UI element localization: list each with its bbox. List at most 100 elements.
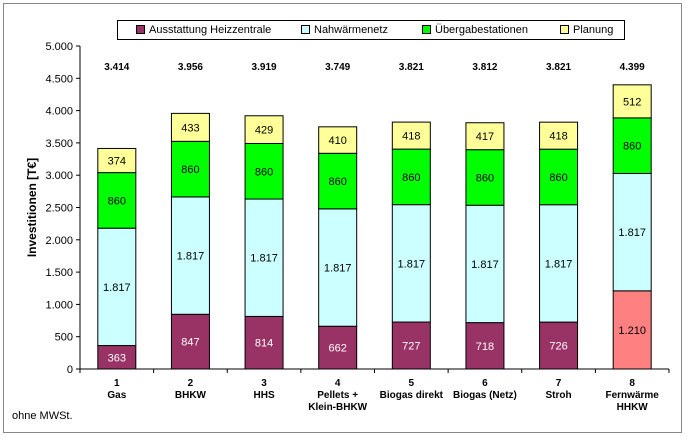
bar-segment bbox=[465, 122, 505, 151]
legend-item-uebergabestationen: Übergabestationen bbox=[422, 24, 528, 36]
legend-item-nahwaermenetz: Nahwärmenetz bbox=[301, 24, 388, 36]
data-label: 860 bbox=[549, 172, 567, 184]
y-tick-label: 0 bbox=[67, 364, 73, 376]
bar-segment bbox=[318, 126, 358, 154]
bar-segment bbox=[391, 121, 431, 150]
bar-segment bbox=[244, 198, 284, 317]
data-label: 1.817 bbox=[398, 258, 426, 270]
data-label: 1.817 bbox=[103, 282, 131, 294]
x-tick-label: Biogas (Netz) bbox=[453, 390, 517, 401]
x-tick-label: 5 bbox=[409, 378, 415, 389]
legend-label: Ausstattung Heizzentrale bbox=[149, 24, 272, 36]
bar-segment bbox=[318, 208, 358, 327]
legend-swatch bbox=[301, 24, 310, 34]
data-label: 1.817 bbox=[545, 258, 573, 270]
data-label: 860 bbox=[623, 141, 641, 153]
x-tick-label: 7 bbox=[556, 378, 562, 389]
x-tick-label: Stroh bbox=[546, 390, 572, 401]
data-label: 1.210 bbox=[618, 325, 646, 337]
bar-segment bbox=[318, 152, 358, 210]
bar-segment bbox=[465, 204, 505, 324]
total-label: 3.749 bbox=[325, 62, 350, 73]
data-label: 860 bbox=[255, 166, 273, 178]
y-tick-label: 1.000 bbox=[45, 299, 73, 311]
bar-segment bbox=[244, 115, 284, 144]
bar-segment bbox=[539, 148, 579, 206]
y-tick-label: 1.500 bbox=[45, 267, 73, 279]
bar-segment bbox=[170, 313, 210, 370]
bar-segment bbox=[539, 204, 579, 323]
bar-segment bbox=[391, 204, 431, 323]
bar-segment bbox=[391, 148, 431, 206]
y-tick-label: 2.000 bbox=[45, 235, 73, 247]
x-tick-label: HHS bbox=[254, 390, 275, 401]
data-label: 1.817 bbox=[250, 253, 278, 265]
y-tick-label: 3.500 bbox=[45, 138, 73, 150]
bar-segment bbox=[244, 142, 284, 200]
data-label: 1.817 bbox=[324, 263, 352, 275]
y-tick-label: 2.500 bbox=[45, 203, 73, 215]
bar-segment bbox=[170, 112, 210, 142]
data-label: 433 bbox=[181, 122, 199, 134]
total-label: 3.956 bbox=[178, 62, 203, 73]
data-label: 860 bbox=[181, 164, 199, 176]
x-tick-label: Fernwärme bbox=[606, 390, 660, 401]
data-label: 860 bbox=[476, 172, 494, 184]
x-tick-label: Biogas direkt bbox=[380, 390, 444, 401]
bar-segment bbox=[612, 172, 652, 292]
x-tick-label: 6 bbox=[482, 378, 488, 389]
y-tick-label: 4.500 bbox=[45, 73, 73, 85]
data-label: 860 bbox=[108, 195, 126, 207]
legend-swatch bbox=[422, 24, 431, 34]
data-label: 860 bbox=[402, 172, 420, 184]
bar-segment bbox=[170, 140, 210, 198]
legend-label: Planung bbox=[573, 24, 614, 36]
bar-segment bbox=[97, 172, 137, 229]
legend-item-planung: Planung bbox=[560, 24, 613, 36]
data-label: 363 bbox=[108, 352, 126, 364]
data-label: 814 bbox=[255, 338, 273, 350]
data-label: 662 bbox=[329, 343, 347, 355]
x-tick-label: Gas bbox=[107, 390, 126, 401]
legend-item-ausstattung: Ausstattung Heizzentrale bbox=[136, 24, 271, 36]
x-tick-label: Pellets + bbox=[317, 390, 358, 401]
data-label: 418 bbox=[549, 131, 567, 143]
data-label: 418 bbox=[402, 131, 420, 143]
data-label: 417 bbox=[476, 131, 494, 143]
x-tick-label: BHKW bbox=[175, 390, 207, 401]
bar-segment bbox=[97, 227, 137, 347]
data-label: 847 bbox=[181, 337, 199, 349]
x-tick-label: 8 bbox=[629, 378, 635, 389]
bar-segment bbox=[318, 325, 358, 370]
legend-label: Übergabestationen bbox=[435, 24, 528, 36]
total-label: 3.812 bbox=[472, 62, 497, 73]
data-label: 860 bbox=[329, 176, 347, 188]
data-label: 410 bbox=[329, 135, 347, 147]
total-label: 3.821 bbox=[399, 62, 424, 73]
y-axis-label: Investitionen [T€] bbox=[25, 158, 39, 257]
x-tick-label: 1 bbox=[114, 378, 120, 389]
total-label: 3.919 bbox=[252, 62, 277, 73]
bar-segment bbox=[539, 121, 579, 150]
x-tick-label: 3 bbox=[261, 378, 267, 389]
bar-segment bbox=[465, 149, 505, 206]
data-label: 727 bbox=[402, 341, 420, 353]
y-tick-label: 5.000 bbox=[45, 41, 73, 53]
footnote: ohne MWSt. bbox=[12, 410, 73, 422]
data-label: 718 bbox=[476, 341, 494, 353]
legend-label: Nahwärmenetz bbox=[314, 24, 388, 36]
data-label: 374 bbox=[108, 156, 126, 168]
data-label: 512 bbox=[623, 96, 641, 108]
data-label: 1.817 bbox=[618, 227, 646, 239]
legend: Ausstattung Heizzentrale Nahwärmenetz Üb… bbox=[117, 20, 625, 40]
bar-segment bbox=[465, 322, 505, 370]
bar-segment bbox=[612, 84, 652, 119]
bar-segment bbox=[97, 147, 137, 174]
bar-segment bbox=[244, 315, 284, 370]
y-tick-label: 4.000 bbox=[45, 106, 73, 118]
legend-swatch bbox=[560, 24, 569, 34]
data-label: 726 bbox=[549, 341, 567, 353]
bar-segment bbox=[612, 290, 652, 370]
data-label: 1.817 bbox=[177, 251, 205, 263]
